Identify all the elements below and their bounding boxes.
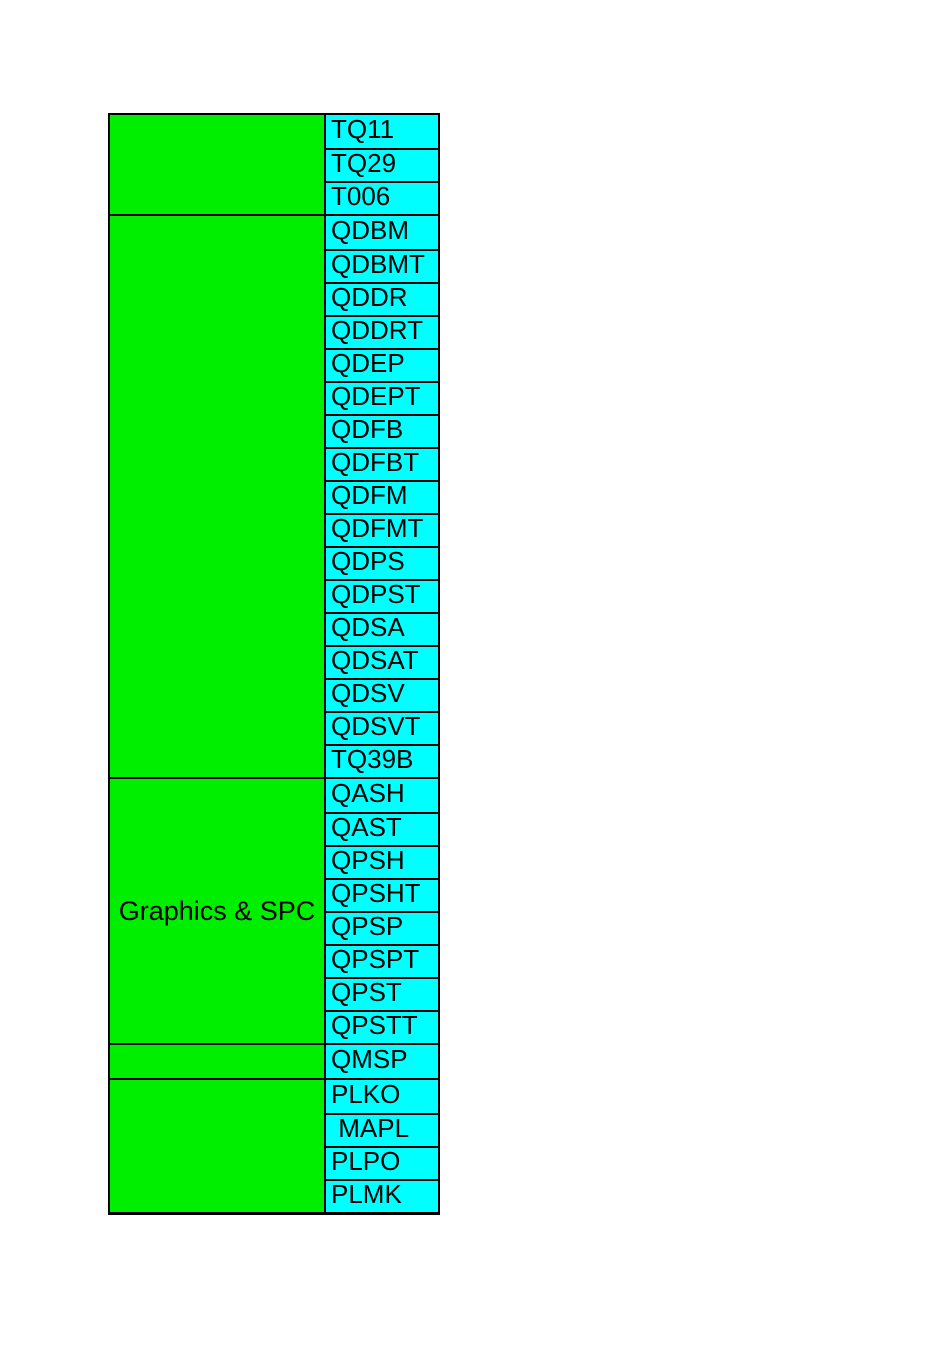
table-group-row: TQ11 TQ29 T006 — [110, 115, 438, 214]
code-cell[interactable]: TQ39B — [326, 744, 438, 777]
code-cell[interactable]: QDDRT — [326, 315, 438, 348]
codes-table: TQ11 TQ29 T006 QDBM QDBMT QDDR QDDRT QDEP QDEPT Q… — [108, 113, 440, 1215]
code-cell[interactable]: QDBM — [326, 216, 438, 249]
code-cell[interactable]: TQ11 — [326, 115, 438, 148]
code-cell[interactable]: QAST — [326, 812, 438, 845]
code-cell[interactable]: QASH — [326, 779, 438, 812]
table-group-row: QDBM QDBMT QDDR QDDRT QDEP QDEPT QDFB QDFBT QDFM… — [110, 214, 438, 777]
code-cell[interactable]: QPSPT — [326, 944, 438, 977]
code-cell[interactable]: QDPS — [326, 546, 438, 579]
code-cell[interactable]: PLMK — [326, 1179, 438, 1212]
code-cell[interactable]: QDSAT — [326, 645, 438, 678]
code-cell[interactable]: QDSVT — [326, 711, 438, 744]
group-label-cell[interactable] — [110, 216, 324, 777]
code-cell[interactable]: QDFB — [326, 414, 438, 447]
code-cell[interactable]: PLKO — [326, 1080, 438, 1113]
table-group-row: PLKO MAPL PLPO PLMK — [110, 1078, 438, 1212]
code-cell[interactable]: TQ29 — [326, 148, 438, 181]
code-cell[interactable]: QPSHT — [326, 878, 438, 911]
code-cell[interactable]: MAPL — [326, 1113, 438, 1146]
code-cell[interactable]: QPSTT — [326, 1010, 438, 1043]
group-label-cell[interactable] — [110, 115, 324, 214]
table-group-row: QMSP — [110, 1043, 438, 1078]
code-cell[interactable]: QDEPT — [326, 381, 438, 414]
code-cell[interactable]: QDSA — [326, 612, 438, 645]
code-cell[interactable]: QDDR — [326, 282, 438, 315]
code-cell[interactable]: QDPST — [326, 579, 438, 612]
code-column: QDBM QDBMT QDDR QDDRT QDEP QDEPT QDFB QDFBT QDFM… — [324, 216, 438, 777]
code-cell[interactable]: QPST — [326, 977, 438, 1010]
code-cell[interactable]: T006 — [326, 181, 438, 214]
code-cell[interactable]: QDFM — [326, 480, 438, 513]
code-cell[interactable]: QDBMT — [326, 249, 438, 282]
group-label-cell[interactable]: Graphics & SPC — [110, 779, 324, 1043]
code-cell[interactable]: PLPO — [326, 1146, 438, 1179]
code-column: TQ11 TQ29 T006 — [324, 115, 438, 214]
code-column: QMSP — [324, 1045, 438, 1078]
table-group-row: Graphics & SPC QASH QAST QPSH QPSHT QPSP QPSPT… — [110, 777, 438, 1043]
code-cell[interactable]: QDFBT — [326, 447, 438, 480]
code-cell[interactable]: QPSP — [326, 911, 438, 944]
code-column: PLKO MAPL PLPO PLMK — [324, 1080, 438, 1212]
group-label-cell[interactable] — [110, 1045, 324, 1078]
code-column: QASH QAST QPSH QPSHT QPSP QPSPT QPST QPSTT — [324, 779, 438, 1043]
code-cell[interactable]: QDEP — [326, 348, 438, 381]
code-cell[interactable]: QDSV — [326, 678, 438, 711]
code-cell[interactable]: QDFMT — [326, 513, 438, 546]
code-cell[interactable]: QMSP — [326, 1045, 438, 1078]
group-label-cell[interactable] — [110, 1080, 324, 1212]
code-cell[interactable]: QPSH — [326, 845, 438, 878]
